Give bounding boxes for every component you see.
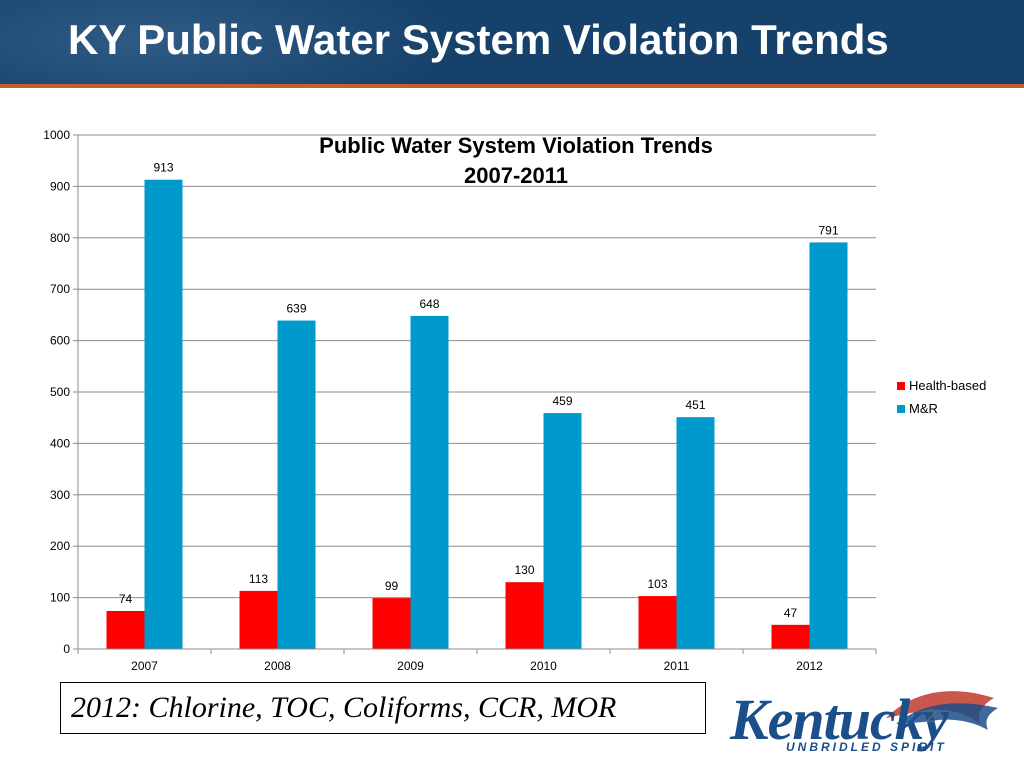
- legend-swatch: [897, 405, 905, 413]
- x-tick-label: 2010: [530, 659, 557, 673]
- x-tick-label: 2008: [264, 659, 291, 673]
- bar-health-based: [505, 582, 544, 649]
- data-label: 99: [385, 579, 399, 593]
- bar-mr: [543, 413, 582, 649]
- bar-health-based: [638, 596, 677, 649]
- y-tick-label: 600: [50, 334, 70, 348]
- bar-mr: [277, 320, 316, 649]
- bar-health-based: [106, 610, 145, 649]
- data-label: 913: [153, 161, 173, 175]
- y-tick-label: 700: [50, 282, 70, 296]
- legend-entry: Health-based: [909, 378, 986, 393]
- x-tick-label: 2012: [796, 659, 823, 673]
- y-tick-label: 1000: [43, 128, 70, 142]
- data-label: 459: [552, 394, 572, 408]
- bar-mr: [410, 315, 449, 649]
- y-tick-label: 400: [50, 436, 70, 450]
- bar-mr: [676, 417, 715, 649]
- horse-head-icon: [886, 691, 998, 730]
- x-tick-label: 2009: [397, 659, 424, 673]
- data-label: 451: [685, 398, 705, 412]
- data-label: 639: [286, 302, 306, 316]
- y-tick-label: 300: [50, 488, 70, 502]
- bar-mr: [809, 242, 848, 649]
- note-text: 2012: Chlorine, TOC, Coliforms, CCR, MOR: [71, 691, 617, 724]
- y-tick-label: 200: [50, 539, 70, 553]
- data-label: 130: [514, 563, 534, 577]
- y-tick-label: 100: [50, 591, 70, 605]
- y-tick-label: 900: [50, 179, 70, 193]
- data-label: 648: [419, 297, 439, 311]
- page-title: KY Public Water System Violation Trends: [68, 16, 889, 63]
- slide-number: 2: [926, 706, 937, 726]
- note-box: 2012: Chlorine, TOC, Coliforms, CCR, MOR: [60, 682, 706, 734]
- bar-chart: 0 100 200 300 400 500 600 700 800 900 1000 2007 74 91…: [43, 128, 986, 673]
- data-label: 74: [119, 592, 133, 606]
- bar-health-based: [372, 598, 411, 649]
- data-label: 103: [647, 577, 667, 591]
- data-label: 791: [818, 223, 838, 237]
- chart-title: 2007-2011: [464, 163, 568, 188]
- title-bar: KY Public Water System Violation Trends: [0, 0, 1024, 88]
- kentucky-logo: Kentucky UNBRIDLED SPIRIT: [726, 676, 1016, 762]
- y-tick-label: 500: [50, 385, 70, 399]
- y-tick-label: 800: [50, 231, 70, 245]
- x-tick-label: 2007: [131, 659, 158, 673]
- bar-health-based: [771, 624, 810, 649]
- logo-tagline: UNBRIDLED SPIRIT: [786, 740, 947, 754]
- y-tick-label: 0: [63, 642, 70, 656]
- legend-entry: M&R: [909, 401, 938, 416]
- data-label: 113: [249, 572, 268, 586]
- legend-swatch: [897, 382, 905, 390]
- chart-title: Public Water System Violation Trends: [319, 133, 713, 158]
- data-label: 47: [784, 606, 798, 620]
- bar-health-based: [239, 590, 278, 649]
- logo-wordmark: Kentucky: [730, 687, 949, 752]
- x-tick-label: 2011: [664, 659, 690, 673]
- bar-mr: [144, 179, 183, 649]
